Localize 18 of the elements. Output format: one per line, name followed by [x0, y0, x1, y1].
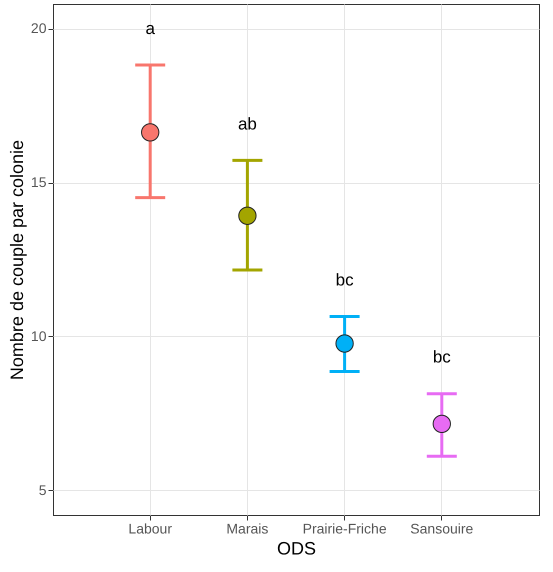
- y-tick-label: 5: [38, 482, 47, 498]
- y-tick-label: 10: [30, 328, 47, 344]
- y-tick-label: 20: [30, 20, 47, 36]
- annotation: ab: [238, 114, 257, 134]
- x-tick-label: Sansouire: [410, 520, 474, 536]
- point: [335, 334, 354, 353]
- annotation: bc: [432, 348, 452, 367]
- annotation: a: [145, 18, 156, 38]
- point: [432, 414, 451, 434]
- annotation: bc: [336, 270, 354, 290]
- y-axis-title: Nombre de couple par colonie: [6, 140, 27, 380]
- point: [141, 123, 160, 142]
- point: [238, 206, 257, 225]
- x-axis-title: ODS: [276, 538, 316, 558]
- y-tick-label: 15: [30, 174, 47, 190]
- x-tick-label: Marais: [226, 520, 268, 536]
- x-tick-label: Prairie-Friche: [302, 520, 387, 536]
- x-tick-label: Labour: [128, 520, 172, 536]
